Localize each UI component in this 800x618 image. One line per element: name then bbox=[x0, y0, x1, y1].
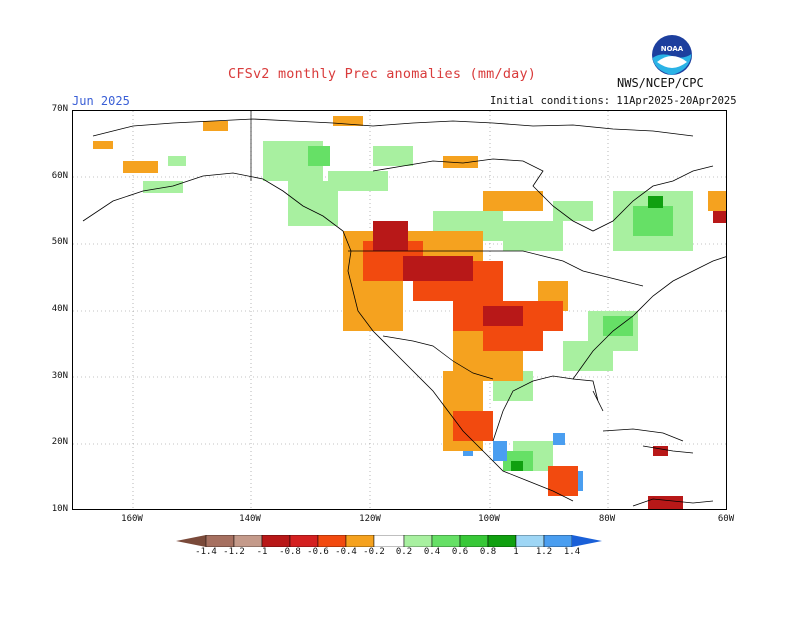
lat-label-70n: 70N bbox=[51, 104, 68, 114]
colorbar-label-12: 1.2 bbox=[535, 547, 553, 557]
colorbar-label-0: -1.4 bbox=[195, 547, 217, 557]
forecast-month-label: Jun 2025 bbox=[72, 94, 130, 108]
colorbar-swatch-7 bbox=[373, 535, 405, 547]
colorbar-label-10: 0.8 bbox=[479, 547, 497, 557]
coastlines bbox=[82, 118, 726, 507]
lon-label-140w: 140W bbox=[239, 514, 261, 524]
colorbar-label-4: -0.6 bbox=[307, 547, 329, 557]
lon-label-160w: 160W bbox=[121, 514, 143, 524]
lon-label-80w: 80W bbox=[598, 514, 616, 524]
colorbar-swatch-2 bbox=[233, 535, 263, 547]
colorbar-swatch-10 bbox=[459, 535, 489, 547]
colorbar-label-11: 1 bbox=[513, 547, 519, 557]
colorbar-swatch-5 bbox=[317, 535, 347, 547]
dry-anomaly-strong bbox=[373, 211, 726, 509]
colorbar-swatch-9 bbox=[431, 535, 461, 547]
colorbar-label-1: -1.2 bbox=[223, 547, 245, 557]
colorbar-label-2: -1 bbox=[256, 547, 268, 557]
lon-label-100w: 100W bbox=[478, 514, 500, 524]
colorbar-label-8: 0.4 bbox=[423, 547, 441, 557]
colorbar-label-3: -0.8 bbox=[279, 547, 301, 557]
initial-conditions-label: Initial conditions: 11Apr2025-20Apr2025 bbox=[490, 95, 737, 107]
colorbar-label-9: 0.6 bbox=[451, 547, 469, 557]
anomaly-map bbox=[72, 110, 727, 510]
colorbar-swatch-3 bbox=[261, 535, 291, 547]
chart-title: CFSv2 monthly Prec anomalies (mm/day) bbox=[228, 66, 537, 82]
wet-anomaly-strong bbox=[511, 196, 663, 471]
lat-label-10n: 10N bbox=[51, 504, 68, 514]
colorbar bbox=[176, 535, 602, 547]
colorbar-swatch-0 bbox=[176, 535, 206, 547]
colorbar-swatch-14 bbox=[572, 535, 602, 547]
colorbar-swatch-6 bbox=[345, 535, 375, 547]
political-borders bbox=[250, 111, 644, 380]
map-canvas bbox=[73, 111, 726, 509]
colorbar-label-6: -0.2 bbox=[363, 547, 385, 557]
noaa-logo-icon: NOAA bbox=[652, 35, 692, 75]
lon-label-60w: 60W bbox=[717, 514, 735, 524]
lat-label-40n: 40N bbox=[51, 304, 68, 314]
colorbar-swatch-11 bbox=[487, 535, 517, 547]
lat-label-30n: 30N bbox=[51, 371, 68, 381]
colorbar-swatch-8 bbox=[403, 535, 433, 547]
lat-label-60n: 60N bbox=[51, 171, 68, 181]
lon-label-120w: 120W bbox=[359, 514, 381, 524]
lat-label-50n: 50N bbox=[51, 237, 68, 247]
colorbar-label-13: 1.4 bbox=[563, 547, 581, 557]
wet-anomaly-light bbox=[143, 141, 693, 471]
colorbar-label-7: 0.2 bbox=[395, 547, 413, 557]
svg-text:NOAA: NOAA bbox=[661, 45, 684, 53]
colorbar-label-5: -0.4 bbox=[335, 547, 357, 557]
lat-label-20n: 20N bbox=[51, 437, 68, 447]
colorbar-swatch-12 bbox=[515, 535, 545, 547]
colorbar-swatch-13 bbox=[543, 535, 573, 547]
colorbar-swatch-1 bbox=[205, 535, 235, 547]
agency-label: NWS/NCEP/CPC bbox=[617, 76, 704, 90]
colorbar-swatch-4 bbox=[289, 535, 319, 547]
